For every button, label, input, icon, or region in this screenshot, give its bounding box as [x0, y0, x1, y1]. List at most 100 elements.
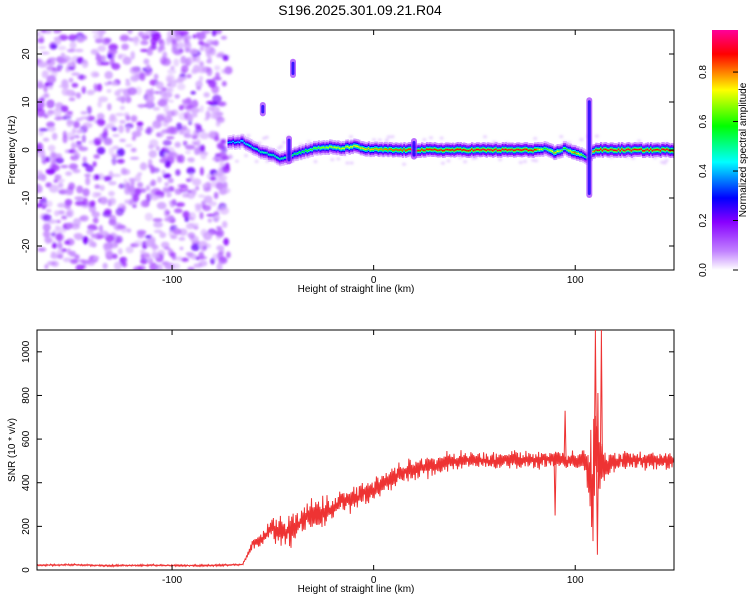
- noise-blob: [166, 76, 173, 84]
- ridge-cell: [466, 149, 469, 152]
- noise-blob: [101, 131, 109, 140]
- ridge-cell: [277, 157, 280, 159]
- noise-blob: [213, 39, 219, 47]
- noise-blob: [62, 83, 70, 89]
- noise-blob: [194, 206, 202, 213]
- noise-blob: [175, 169, 181, 176]
- noise-blob: [203, 231, 213, 241]
- noise-blob: [175, 35, 184, 42]
- noise-blob: [164, 262, 175, 270]
- noise-blob: [186, 167, 196, 175]
- noise-blob: [199, 166, 204, 176]
- noise-blob: [216, 142, 224, 149]
- noise-blob: [205, 110, 211, 120]
- ridge-cell: [566, 148, 569, 151]
- noise-blob: [159, 56, 167, 65]
- noise-blob: [74, 196, 85, 201]
- ridge-cell: [503, 149, 506, 151]
- ridge-cell: [604, 148, 608, 150]
- ridge-cell: [367, 147, 371, 150]
- ridge-cell: [251, 146, 255, 149]
- ridge-cell: [398, 149, 401, 151]
- noise-blob: [67, 62, 73, 67]
- ridge-cell: [500, 149, 503, 152]
- noise-blob: [156, 81, 164, 90]
- noise-blob: [57, 202, 67, 208]
- noise-blob: [57, 182, 64, 189]
- faint-dot: [594, 134, 599, 138]
- y-tick-label: 600: [21, 430, 32, 447]
- y-tick-label: -20: [21, 238, 32, 253]
- noise-blob: [203, 195, 213, 204]
- noise-blob: [41, 30, 47, 34]
- ridge-cell: [629, 149, 632, 151]
- ridge-cell: [395, 148, 398, 151]
- noise-blob: [156, 201, 167, 210]
- noise-blob: [55, 225, 60, 231]
- ridge-cell: [612, 149, 616, 151]
- noise-blob: [38, 101, 46, 108]
- noise-blob: [72, 168, 81, 174]
- ridge-cell: [514, 149, 517, 151]
- snr-line: [37, 392, 674, 568]
- noise-blob: [131, 130, 142, 138]
- noise-blob: [105, 123, 115, 129]
- noise-blob: [107, 49, 118, 55]
- faint-dot: [446, 159, 451, 163]
- noise-blob: [156, 114, 165, 122]
- faint-dot: [422, 138, 427, 142]
- noise-blob: [156, 131, 164, 138]
- noise-blob: [182, 193, 190, 198]
- colorbar-label: Normalized spectral amplitude: [738, 82, 749, 217]
- ridge-cell: [435, 149, 438, 151]
- noise-blob: [37, 247, 47, 252]
- ridge-cell: [511, 148, 514, 151]
- noise-blob: [144, 212, 153, 222]
- ridge-cell: [382, 149, 385, 151]
- noise-blob: [166, 191, 172, 198]
- ridge-cell: [234, 142, 237, 144]
- snr-spike: [563, 410, 567, 461]
- noise-blob: [43, 84, 48, 93]
- noise-blob: [37, 37, 45, 44]
- noise-blob: [136, 121, 144, 127]
- noise-blob: [135, 86, 142, 96]
- faint-dot: [372, 138, 376, 142]
- faint-dot: [384, 138, 389, 142]
- noise-blob: [79, 74, 84, 81]
- noise-blob: [85, 115, 96, 122]
- noise-blob: [162, 139, 172, 146]
- noise-blob: [46, 59, 52, 64]
- ridge-cell: [266, 152, 269, 154]
- noise-blob: [189, 173, 194, 182]
- ridge-cell: [459, 148, 463, 150]
- noise-blob: [119, 256, 128, 264]
- noise-blob: [70, 258, 79, 265]
- noise-blob: [46, 121, 55, 128]
- ridge-cell: [512, 149, 516, 152]
- noise-blob: [47, 126, 56, 132]
- noise-blob: [166, 39, 171, 46]
- noise-blob: [112, 253, 118, 259]
- faint-dot: [534, 159, 539, 163]
- ridge-cell: [559, 150, 563, 152]
- ridge-cell: [364, 148, 367, 151]
- ridge-cell: [661, 148, 664, 150]
- noise-blob: [93, 154, 100, 159]
- noise-blob: [104, 137, 113, 145]
- ridge-cell: [390, 148, 393, 150]
- ridge-cell: [258, 150, 261, 152]
- noise-region: [37, 30, 672, 270]
- noise-blob: [176, 156, 182, 163]
- noise-blob: [139, 72, 146, 82]
- ridge-cell: [306, 150, 309, 152]
- noise-blob: [100, 196, 108, 205]
- noise-blob: [177, 76, 187, 81]
- noise-blob: [174, 141, 181, 148]
- noise-blob: [136, 229, 147, 235]
- noise-blob: [42, 202, 47, 206]
- noise-blob: [216, 262, 223, 270]
- noise-blob: [218, 101, 227, 107]
- ridge-cell: [562, 147, 566, 150]
- ridge-cell: [346, 145, 350, 148]
